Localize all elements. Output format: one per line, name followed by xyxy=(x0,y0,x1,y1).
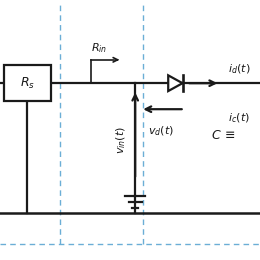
Polygon shape xyxy=(168,75,183,91)
Text: $i_c(t)$: $i_c(t)$ xyxy=(228,112,250,125)
Text: $v_{in}(t)$: $v_{in}(t)$ xyxy=(114,126,128,154)
Text: $R_s$: $R_s$ xyxy=(20,76,35,91)
Text: $i_d(t)$: $i_d(t)$ xyxy=(228,62,250,76)
Bar xyxy=(4,65,51,101)
Text: $R_{in}$: $R_{in}$ xyxy=(91,41,107,55)
Text: $C\ \!\equiv$: $C\ \!\equiv$ xyxy=(211,129,235,142)
Text: $v_d(t)$: $v_d(t)$ xyxy=(148,125,174,138)
